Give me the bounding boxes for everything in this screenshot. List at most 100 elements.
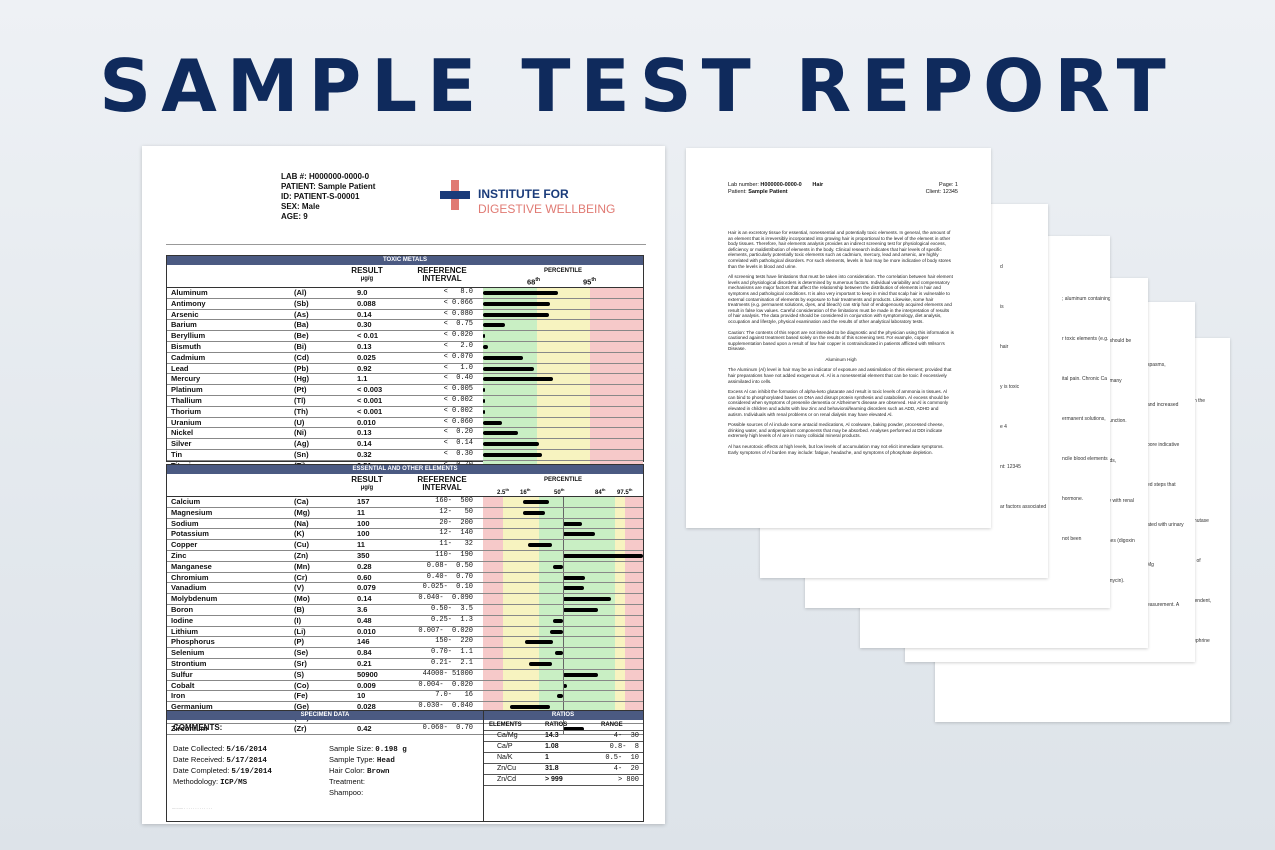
background-text-fragment: xicity with renal xyxy=(1100,498,1134,504)
background-text-fragment: d xyxy=(1000,264,1003,270)
background-text-fragment: r toxic elements (e.g. xyxy=(1062,336,1109,342)
element-name: Calcium xyxy=(171,497,201,506)
element-result: 0.48 xyxy=(357,615,372,625)
element-name: Manganese xyxy=(171,561,212,571)
element-name: Phosphorus xyxy=(171,637,215,647)
percentile-bar xyxy=(510,705,551,710)
element-symbol: (Zr) xyxy=(294,723,307,733)
table-row: Antimony (Sb) 0.088 < 0.066 xyxy=(167,299,643,310)
background-text-fragment: hair xyxy=(1000,344,1009,350)
element-name: Beryllium xyxy=(171,331,206,341)
element-result: 10 xyxy=(357,691,366,701)
percentile-bar xyxy=(483,377,554,382)
essential-yellow-zone-high xyxy=(615,497,625,713)
element-symbol: (As) xyxy=(294,309,309,319)
element-symbol: (P) xyxy=(294,637,304,647)
median-line xyxy=(563,691,564,702)
element-symbol: (Tl) xyxy=(294,395,306,405)
table-row: Strontium (Sr) 0.21 0.21- 2.1 xyxy=(167,658,643,670)
ratio-element: Zn/Cu xyxy=(497,765,517,772)
element-result: 0.60 xyxy=(357,572,372,582)
toxic-green-zone xyxy=(483,288,537,466)
percentile-bar xyxy=(563,521,583,526)
reference-interval: < 0.14 xyxy=(443,439,473,448)
element-symbol: (Ni) xyxy=(294,428,307,438)
date-completed: Date Completed: 5/19/2014 xyxy=(173,766,272,776)
patient-age: AGE: 9 xyxy=(281,212,308,221)
element-result: 100 xyxy=(357,518,370,528)
median-line xyxy=(563,529,564,540)
reference-interval: 160- 500 xyxy=(435,497,473,505)
essential-rows: Calcium (Ca) 157 160- 500 Magnesium (Mg) 11 12-… xyxy=(167,497,643,735)
page2-caution: Caution: The contents of this report are… xyxy=(728,329,954,352)
table-row: Cobalt (Co) 0.009 0.004- 0.020 xyxy=(167,680,643,692)
reference-interval: 0.025- 0.10 xyxy=(422,583,473,592)
essential-column-header: RESULT µg/g REFERENCE INTERVAL PERCENTILE … xyxy=(167,474,643,497)
element-result: < 0.001 xyxy=(357,395,383,405)
percentile-bar xyxy=(524,640,554,645)
element-name: Zinc xyxy=(171,550,187,560)
patient-name: PATIENT: Sample Patient xyxy=(281,182,376,191)
element-name: Magnesium xyxy=(171,507,213,517)
table-row: Platinum (Pt) < 0.003 < 0.005 xyxy=(167,385,643,396)
reference-interval: 0.030- 0.040 xyxy=(418,702,473,711)
treatment: Treatment: xyxy=(329,777,365,786)
percentile-bar xyxy=(563,726,584,731)
toxic-red-zone xyxy=(590,288,643,466)
element-symbol: (Al) xyxy=(294,288,307,297)
reference-header: REFERENCE INTERVAL xyxy=(417,266,467,283)
percentile-tick: 95th xyxy=(583,277,597,287)
percentile-bar xyxy=(563,607,599,612)
page2-paragraph: The Aluminum (Al) level in hair may be a… xyxy=(728,367,952,384)
element-name: Antimony xyxy=(171,298,206,308)
ratio-value: > 999 xyxy=(545,776,563,783)
ratios-header-row: ELEMENTS RATIOS RANGE xyxy=(483,720,643,731)
percentile-bar xyxy=(563,586,584,591)
percentile-bar xyxy=(483,323,506,328)
toxic-metals-section: TOXIC METALS RESULT µg/g REFERENCE INTERVA… xyxy=(166,255,644,483)
ratio-row: Ca/P 1.08 0.8- 8 xyxy=(483,742,643,753)
element-name: Zirconium xyxy=(171,723,208,733)
ratio-range: 4- 30 xyxy=(613,732,639,740)
element-result: 0.92 xyxy=(357,363,372,373)
reference-interval: 12- 140 xyxy=(439,529,473,538)
reference-interval: 0.007- 0.020 xyxy=(418,626,473,635)
reference-interval: 0.50- 3.5 xyxy=(430,604,473,613)
reference-interval: < 0.30 xyxy=(443,449,473,458)
background-text-fragment: ed steps that xyxy=(1147,482,1176,488)
background-text-fragment: e 4 xyxy=(1000,424,1007,430)
background-text-fragment: Mg xyxy=(1147,562,1154,568)
background-text-fragment: ital pain. Chronic Ca xyxy=(1062,376,1108,382)
element-name: Copper xyxy=(171,540,198,550)
element-result: 0.010 xyxy=(357,417,376,427)
reference-interval: < 0.002 xyxy=(443,395,473,404)
reference-interval: < 8.0 xyxy=(443,288,473,296)
percentile-bar xyxy=(527,543,552,548)
table-row: Sulfur (S) 50900 44000- 51000 xyxy=(167,669,643,681)
table-row: Silver (Ag) 0.14 < 0.14 xyxy=(167,439,643,450)
result-header: RESULT µg/g xyxy=(351,475,383,492)
toxic-column-header: RESULT µg/g REFERENCE INTERVAL PERCENTILE … xyxy=(167,265,643,288)
page-footer: .......... . . . . . . . . . . . . . xyxy=(172,805,213,810)
percentile-tick: 16th xyxy=(520,487,531,496)
element-symbol: (Pb) xyxy=(294,363,309,373)
percentile-bar xyxy=(529,661,552,666)
reference-interval: < 0.020 xyxy=(443,331,473,340)
header-divider xyxy=(166,244,646,245)
element-symbol: (Zn) xyxy=(294,550,309,560)
element-name: Cobalt xyxy=(171,680,195,690)
percentile-bar xyxy=(483,452,543,457)
background-text-fragment: causes (digoxin xyxy=(1100,538,1135,544)
ratio-value: 14.3 xyxy=(545,732,559,739)
table-row: Mercury (Hg) 1.1 < 0.40 xyxy=(167,374,643,386)
background-text-fragment: easurement. A xyxy=(1147,602,1180,608)
essential-yellow-zone-low xyxy=(503,497,539,713)
element-result: 3.6 xyxy=(357,604,368,614)
table-row: Cadmium (Cd) 0.025 < 0.070 xyxy=(167,353,643,364)
ratio-element: Ca/P xyxy=(497,743,513,750)
essential-elements-title: ESSENTIAL AND OTHER ELEMENTS xyxy=(167,465,643,474)
shampoo: Shampoo: xyxy=(329,788,364,797)
table-row: Iron (Fe) 10 7.0- 16 xyxy=(167,691,643,703)
table-row: Lead (Pb) 0.92 < 1.0 xyxy=(167,364,643,375)
ratio-range: 0.5- 10 xyxy=(605,754,639,762)
